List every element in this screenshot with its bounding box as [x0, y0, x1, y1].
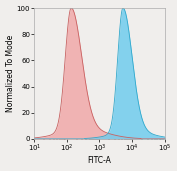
- Y-axis label: Normalized To Mode: Normalized To Mode: [5, 35, 15, 112]
- X-axis label: FITC-A: FITC-A: [87, 156, 111, 166]
